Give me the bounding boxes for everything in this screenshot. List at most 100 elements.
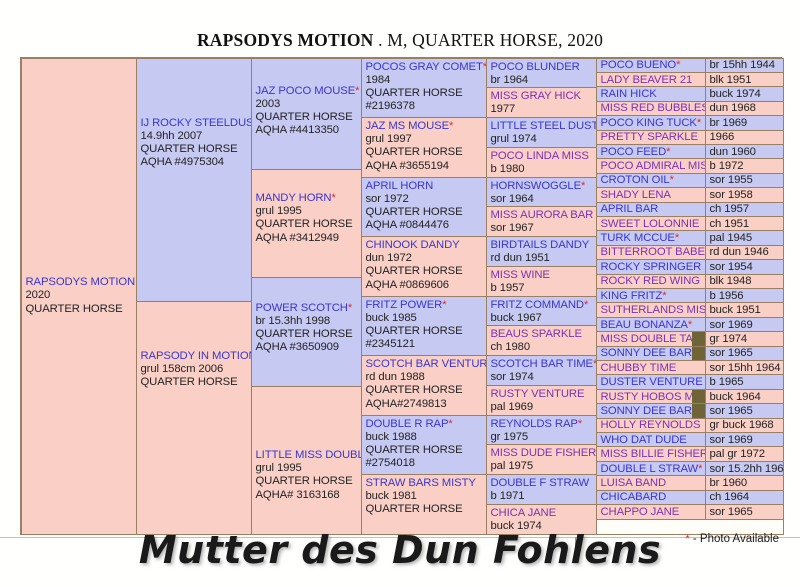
- pedigree-name-cell[interactable]: KING FRITZ*: [595, 288, 706, 304]
- pedigree-name-cell[interactable]: HOLLY REYNOLDS: [595, 417, 706, 434]
- pedigree-name-cell[interactable]: SHADY LENA: [595, 187, 706, 203]
- pedigree-row-poco-feed[interactable]: POCO FEED* dun 1960: [595, 143, 784, 160]
- pedigree-row-double-l-straw[interactable]: DOUBLE L STRAW* sor 15.2hh 1965: [595, 460, 784, 477]
- pedigree-row-holly-reynolds[interactable]: HOLLY REYNOLDS gr buck 1968: [595, 417, 784, 434]
- pedigree-name-cell[interactable]: ROCKY SPRINGER: [595, 259, 706, 275]
- pedigree-name-cell[interactable]: MISS RED BUBBLES: [595, 100, 706, 117]
- pedigree-row-duster-venture[interactable]: DUSTER VENTURE b 1965: [595, 374, 784, 390]
- pedigree-value-cell[interactable]: dun 1968: [704, 100, 784, 117]
- pedigree-value-cell[interactable]: buck 1951: [704, 302, 784, 318]
- pedigree-name-cell[interactable]: WHO DAT DUDE: [595, 432, 706, 448]
- pedigree-name-cell[interactable]: DUSTER VENTURE: [595, 374, 706, 390]
- pedigree-row-bitterroot-babe[interactable]: BITTERROOT BABE rd dun 1946: [595, 244, 784, 261]
- pedigree-value-cell[interactable]: 1966: [704, 129, 784, 145]
- pedigree-row-turk-mccue[interactable]: TURK MCCUE* pal 1945: [595, 230, 784, 246]
- pedigree-name-cell[interactable]: PRETTY SPARKLE: [595, 129, 706, 145]
- pedigree-name-cell[interactable]: LADY BEAVER 21: [595, 71, 706, 88]
- pedigree-value-cell[interactable]: sor 15hh 1964: [704, 360, 784, 376]
- pedigree-cell-chinook-dandy[interactable]: CHINOOK DANDY dun 1972 QUARTER HORSE AQHA #…: [360, 236, 487, 297]
- pedigree-cell-double-r-rap[interactable]: DOUBLE R RAP* buck 1988 QUARTER HORSE #2754…: [360, 414, 487, 475]
- pedigree-cell-reynolds-rap[interactable]: REYNOLDS RAP* gr 1975: [485, 414, 597, 446]
- pedigree-value-cell[interactable]: rd dun 1946: [704, 244, 784, 261]
- pedigree-cell-rusty-venture[interactable]: RUSTY VENTURE pal 1969: [485, 384, 597, 416]
- pedigree-name-cell[interactable]: POCO FEED*: [595, 143, 706, 160]
- pedigree-name-cell[interactable]: MISS BILLIE FISHER: [595, 446, 706, 462]
- pedigree-row-sutherlands-miss[interactable]: SUTHERLANDS MISS*buck 1951: [595, 302, 784, 318]
- pedigree-value-cell[interactable]: gr 1974: [704, 331, 784, 347]
- pedigree-name-cell[interactable]: POCO KING TUCK*: [595, 115, 706, 131]
- pedigree-name-cell[interactable]: SONNY DEE BAR*: [595, 345, 706, 362]
- pedigree-value-cell[interactable]: b 1956: [704, 288, 784, 304]
- pedigree-row-poco-admiral-miss[interactable]: POCO ADMIRAL MISS b 1972: [595, 158, 784, 174]
- pedigree-cell-birdtails-dandy[interactable]: BIRDTAILS DANDY rd dun 1951: [485, 236, 597, 267]
- pedigree-row-shady-lena[interactable]: SHADY LENA sor 1958: [595, 187, 784, 203]
- pedigree-name-cell[interactable]: SONNY DEE BAR*: [595, 403, 706, 419]
- pedigree-cell-miss-wine[interactable]: MISS WINE b 1957: [485, 265, 597, 297]
- pedigree-value-cell[interactable]: ch 1951: [704, 215, 784, 232]
- pedigree-row-croton-oil[interactable]: CROTON OIL* sor 1955: [595, 172, 784, 189]
- pedigree-value-cell[interactable]: sor 1955: [704, 172, 784, 189]
- pedigree-cell-scotch-bar-time[interactable]: SCOTCH BAR TIME*sor 1974: [485, 355, 597, 386]
- pedigree-row-sweet-lolonnie[interactable]: SWEET LOLONNIE ch 1951: [595, 215, 784, 232]
- pedigree-value-cell[interactable]: br 1960: [704, 475, 784, 491]
- pedigree-cell-jaz-ms-mouse[interactable]: JAZ MS MOUSE* grul 1997 QUARTER HORSE AQHA …: [360, 117, 487, 178]
- pedigree-value-cell[interactable]: b 1965: [704, 374, 784, 390]
- pedigree-value-cell[interactable]: blk 1951: [704, 71, 784, 88]
- pedigree-row-poco-bueno[interactable]: POCO BUENO* br 15hh 1944: [595, 57, 784, 73]
- pedigree-value-cell[interactable]: b 1972: [704, 158, 784, 174]
- pedigree-row-pretty-sparkle[interactable]: PRETTY SPARKLE 1966: [595, 129, 784, 145]
- pedigree-value-cell[interactable]: pal 1945: [704, 230, 784, 246]
- pedigree-name-cell[interactable]: CHAPPO JANE: [595, 504, 706, 520]
- pedigree-row-rain-hick[interactable]: RAIN HICK buck 1974: [595, 86, 784, 102]
- pedigree-row-chicabard[interactable]: CHICABARD ch 1964: [595, 489, 784, 506]
- pedigree-value-cell[interactable]: sor 1965: [704, 504, 784, 520]
- pedigree-cell-fritz-command[interactable]: FRITZ COMMAND* buck 1967: [485, 295, 597, 327]
- pedigree-cell-fritz-power[interactable]: FRITZ POWER* buck 1985 QUARTER HORSE #23451…: [360, 295, 487, 356]
- pedigree-name-cell[interactable]: POCO ADMIRAL MISS: [595, 158, 706, 174]
- pedigree-row-miss-red-bubbles[interactable]: MISS RED BUBBLES dun 1968: [595, 100, 784, 117]
- pedigree-name-cell[interactable]: BITTERROOT BABE: [595, 244, 706, 261]
- pedigree-row-chubby-time[interactable]: CHUBBY TIME sor 15hh 1964: [595, 360, 784, 376]
- pedigree-cell-poco-linda-miss[interactable]: POCO LINDA MISS b 1980: [485, 146, 597, 178]
- pedigree-value-cell[interactable]: ch 1964: [704, 489, 784, 506]
- pedigree-cell-rapsodys-motion[interactable]: RAPSODYS MOTION 2020 QUARTER HORSE: [20, 57, 137, 535]
- pedigree-row-miss-double-talent[interactable]: MISS DOUBLE TALENT gr 1974: [595, 331, 784, 347]
- pedigree-row-poco-king-tuck[interactable]: POCO KING TUCK* br 1969: [595, 115, 784, 131]
- pedigree-cell-little-steel-dust[interactable]: LITTLE STEEL DUST*grul 1974: [485, 117, 597, 148]
- pedigree-cell-double-f-straw[interactable]: DOUBLE F STRAW b 1971: [485, 474, 597, 505]
- pedigree-name-cell[interactable]: LUISA BAND: [595, 475, 706, 491]
- pedigree-value-cell[interactable]: sor 1954: [704, 259, 784, 275]
- pedigree-value-cell[interactable]: sor 1969: [704, 316, 784, 333]
- pedigree-name-cell[interactable]: DOUBLE L STRAW*: [595, 460, 706, 477]
- pedigree-row-sonny-dee-bar[interactable]: SONNY DEE BAR* sor 1965: [595, 345, 784, 362]
- pedigree-row-sonny-dee-bar[interactable]: SONNY DEE BAR* sor 1965: [595, 403, 784, 419]
- pedigree-name-cell[interactable]: BEAU BONANZA*: [595, 316, 706, 333]
- pedigree-value-cell[interactable]: br 15hh 1944: [704, 57, 784, 73]
- pedigree-value-cell[interactable]: sor 1958: [704, 187, 784, 203]
- pedigree-name-cell[interactable]: RAIN HICK: [595, 86, 706, 102]
- pedigree-name-cell[interactable]: SUTHERLANDS MISS*: [595, 302, 706, 318]
- pedigree-cell-rapsody-in-motion[interactable]: RAPSODY IN MOTION*grul 158cm 2006QUARTER…: [135, 300, 252, 535]
- pedigree-name-cell[interactable]: RUSTY HOBOS MISS: [595, 388, 706, 405]
- pedigree-value-cell[interactable]: sor 1965: [704, 345, 784, 362]
- pedigree-row-beau-bonanza[interactable]: BEAU BONANZA* sor 1969: [595, 316, 784, 333]
- pedigree-cell-poco-blunder[interactable]: POCO BLUNDER br 1964: [485, 57, 597, 89]
- pedigree-value-cell[interactable]: sor 1965: [704, 403, 784, 419]
- pedigree-value-cell[interactable]: gr buck 1968: [704, 417, 784, 434]
- pedigree-value-cell[interactable]: sor 1969: [704, 432, 784, 448]
- pedigree-name-cell[interactable]: CHUBBY TIME: [595, 360, 706, 376]
- pedigree-cell-beaus-sparkle[interactable]: BEAUS SPARKLE ch 1980: [485, 325, 597, 356]
- pedigree-row-april-bar[interactable]: APRIL BAR ch 1957: [595, 201, 784, 217]
- pedigree-row-king-fritz[interactable]: KING FRITZ* b 1956: [595, 288, 784, 304]
- pedigree-value-cell[interactable]: blk 1948: [704, 273, 784, 289]
- pedigree-row-rocky-red-wing[interactable]: ROCKY RED WING blk 1948: [595, 273, 784, 289]
- pedigree-cell-miss-dude-fisher[interactable]: MISS DUDE FISHER pal 1975: [485, 444, 597, 475]
- pedigree-name-cell[interactable]: ROCKY RED WING: [595, 273, 706, 289]
- pedigree-cell-chica-jane[interactable]: CHICA JANE buck 1974: [485, 503, 597, 535]
- pedigree-row-chappo-jane[interactable]: CHAPPO JANE sor 1965: [595, 504, 784, 520]
- pedigree-cell-hornswoggle[interactable]: HORNSWOGGLE* sor 1964: [485, 176, 597, 208]
